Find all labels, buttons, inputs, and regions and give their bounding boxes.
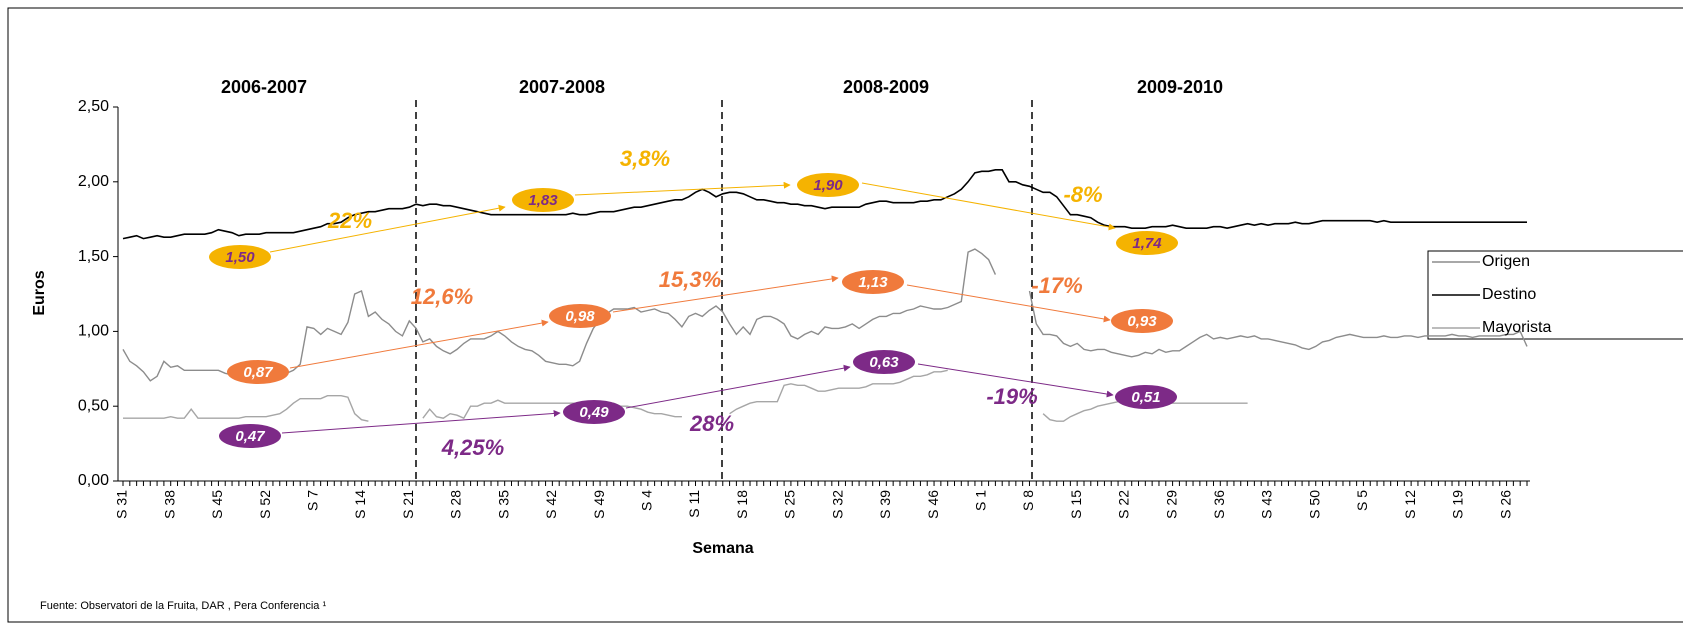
value-bubble xyxy=(1115,385,1177,409)
legend-label: Destino xyxy=(1482,286,1536,303)
source-note: Fuente: Observatori de la Fruita, DAR , … xyxy=(40,600,326,612)
x-tick-label: S 50 xyxy=(1306,490,1322,519)
bubble-label: 0,51 xyxy=(1131,389,1160,406)
value-bubble xyxy=(563,400,625,424)
bubble-label: 1,83 xyxy=(528,192,558,209)
x-tick-label: S 35 xyxy=(495,490,511,519)
value-bubble xyxy=(227,360,289,384)
change-label: 22% xyxy=(327,208,372,233)
x-tick-label: S 15 xyxy=(1068,490,1084,519)
x-tick-label: S 43 xyxy=(1259,490,1275,519)
x-tick-label: S 36 xyxy=(1211,490,1227,519)
bubble-label: 0,49 xyxy=(579,404,609,421)
change-label: 28% xyxy=(689,411,734,436)
chart-frame xyxy=(7,7,1683,623)
y-tick-label: 2,50 xyxy=(78,98,109,115)
arrow xyxy=(612,275,839,313)
arrow xyxy=(861,182,1116,231)
x-tick-label: S 49 xyxy=(591,490,607,519)
x-tick-label: S 52 xyxy=(257,490,273,519)
series-line xyxy=(122,248,1528,382)
x-tick-label: S 42 xyxy=(543,490,559,519)
bubble-label: 0,47 xyxy=(235,428,265,445)
x-tick-label: S 22 xyxy=(1116,490,1132,519)
x-tick-label: S 4 xyxy=(638,490,654,511)
bubble-label: 0,98 xyxy=(565,308,595,325)
x-tick-label: S 25 xyxy=(782,490,798,519)
season-label: 2007-2008 xyxy=(519,77,605,97)
arrow xyxy=(906,284,1111,323)
y-tick-label: 2,00 xyxy=(78,173,109,190)
arrow xyxy=(269,204,506,253)
value-bubble xyxy=(797,173,859,197)
x-tick-label: S 11 xyxy=(686,490,702,518)
x-tick-label: S 26 xyxy=(1497,490,1513,519)
value-bubble xyxy=(512,188,574,212)
y-tick-label: 1,50 xyxy=(78,248,109,265)
bubble-label: 0,87 xyxy=(243,364,273,381)
bubble-label: 1,50 xyxy=(225,249,255,266)
x-tick-label: S 28 xyxy=(448,490,464,519)
legend-label: Mayorista xyxy=(1482,319,1551,336)
value-bubble xyxy=(1116,231,1178,255)
season-label: 2009-2010 xyxy=(1137,77,1223,97)
x-tick-label: S 31 xyxy=(114,490,130,519)
x-tick-label: S 32 xyxy=(829,490,845,519)
bubble-label: 1,13 xyxy=(858,274,888,291)
bubble-label: 0,63 xyxy=(869,354,899,371)
x-tick-label: S 8 xyxy=(1020,490,1036,511)
value-bubble xyxy=(219,424,281,448)
x-tick-label: S 39 xyxy=(877,490,893,519)
season-dividers xyxy=(415,100,1033,481)
arrow xyxy=(917,363,1114,398)
season-label: 2006-2007 xyxy=(221,77,307,97)
legend-label: Origen xyxy=(1482,253,1530,270)
arrow xyxy=(281,409,561,434)
y-tick-label: 1,00 xyxy=(78,323,109,340)
change-label: 12,6% xyxy=(411,284,473,309)
change-label: 3,8% xyxy=(620,146,670,171)
series-line xyxy=(123,369,1248,422)
x-tick-label: S 38 xyxy=(161,490,177,519)
change-label: -19% xyxy=(986,384,1037,409)
y-tick-label: 0,00 xyxy=(78,472,109,489)
value-bubble xyxy=(853,350,915,374)
bubble-label: 1,74 xyxy=(1132,235,1162,252)
x-tick-label: S 46 xyxy=(925,490,941,519)
value-bubble xyxy=(842,270,904,294)
x-tick-label: S 14 xyxy=(352,490,368,519)
x-tick-label: S 7 xyxy=(305,490,321,511)
change-label: -8% xyxy=(1063,182,1102,207)
change-label: 15,3% xyxy=(659,267,721,292)
y-tick-label: 0,50 xyxy=(78,397,109,414)
value-bubble xyxy=(1111,309,1173,333)
bubble-label: 0,93 xyxy=(1127,313,1157,330)
season-label: 2008-2009 xyxy=(843,77,929,97)
x-tick-label: S 18 xyxy=(734,490,750,519)
series-line xyxy=(122,169,1527,240)
x-axis-title: Semana xyxy=(692,540,753,557)
change-label: -17% xyxy=(1031,273,1082,298)
y-axis-title: Euros xyxy=(31,270,48,315)
x-tick-label: S 1 xyxy=(972,490,988,511)
arrow xyxy=(574,181,791,196)
x-tick-label: S 5 xyxy=(1354,490,1370,511)
value-bubble xyxy=(209,245,271,269)
x-tick-label: S 21 xyxy=(400,490,416,519)
x-tick-label: S 29 xyxy=(1163,490,1179,519)
bubble-label: 1,90 xyxy=(813,177,843,194)
x-tick-label: S 19 xyxy=(1450,490,1466,519)
arrow xyxy=(625,364,851,409)
arrow xyxy=(289,319,549,369)
x-tick-label: S 45 xyxy=(209,490,225,519)
value-bubble xyxy=(549,304,611,328)
x-tick-label: S 12 xyxy=(1402,490,1418,519)
change-label: 4,25% xyxy=(441,435,504,460)
